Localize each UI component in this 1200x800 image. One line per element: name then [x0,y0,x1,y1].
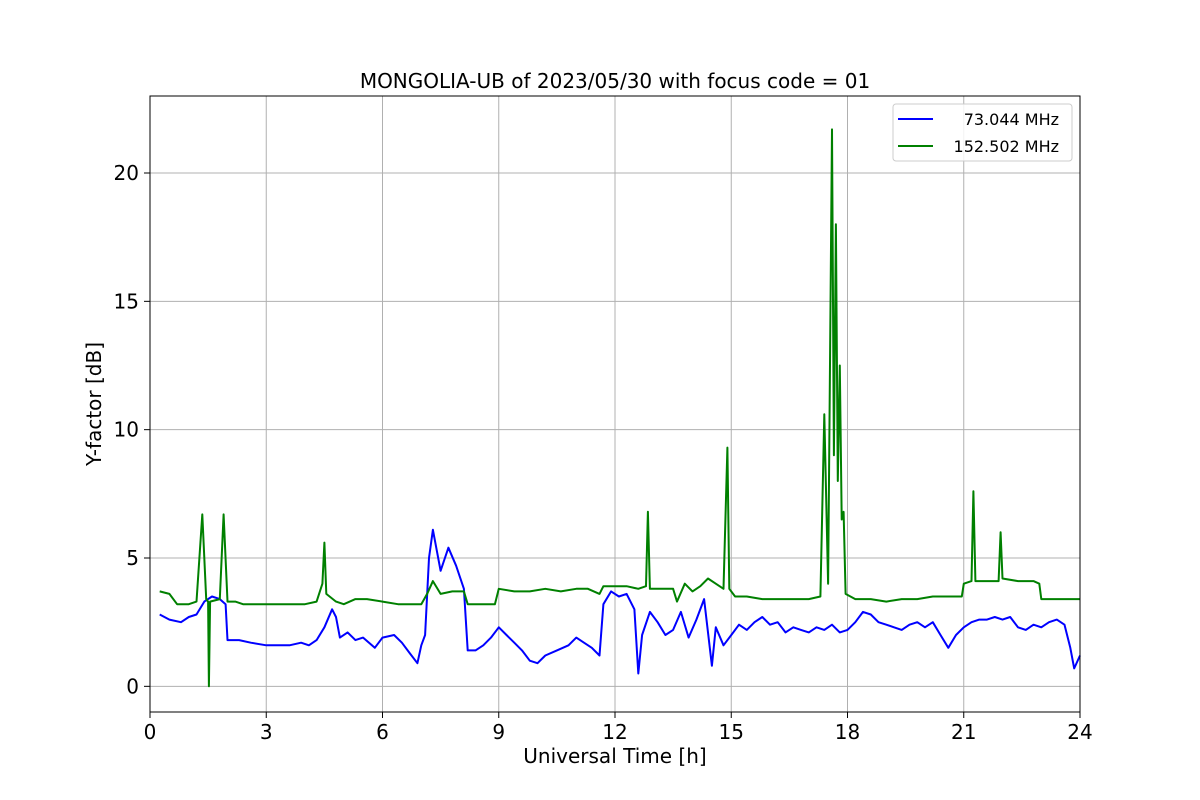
x-tick-label: 18 [835,720,860,744]
y-tick-label: 15 [114,289,139,313]
y-tick-label: 10 [114,418,139,442]
x-tick-label: 12 [602,720,627,744]
legend-label-1: 152.502 MHz [954,137,1059,156]
y-tick-label: 20 [114,161,139,185]
x-tick-label: 6 [376,720,389,744]
x-axis-label: Universal Time [h] [523,744,706,768]
x-tick-label: 21 [951,720,976,744]
y-axis-label: Y-factor [dB] [82,342,106,467]
legend-label-0: 73.044 MHz [964,110,1059,129]
y-tick-label: 0 [126,674,139,698]
x-tick-label: 0 [144,720,157,744]
x-tick-label: 9 [492,720,505,744]
x-tick-label: 3 [260,720,273,744]
y-tick-label: 5 [126,546,139,570]
legend: 73.044 MHz 152.502 MHz [892,103,1073,162]
chart-title: MONGOLIA-UB of 2023/05/30 with focus cod… [360,69,870,93]
x-tick-label: 24 [1067,720,1092,744]
series-line-0 [159,528,1081,675]
series-line-1 [159,128,1080,688]
x-tick-label: 15 [719,720,744,744]
tick-layer: 0 3 6 9 12 15 18 21 24 0 5 10 15 20 [114,161,1093,744]
legend-box [892,103,1073,162]
series-layer [159,128,1081,688]
